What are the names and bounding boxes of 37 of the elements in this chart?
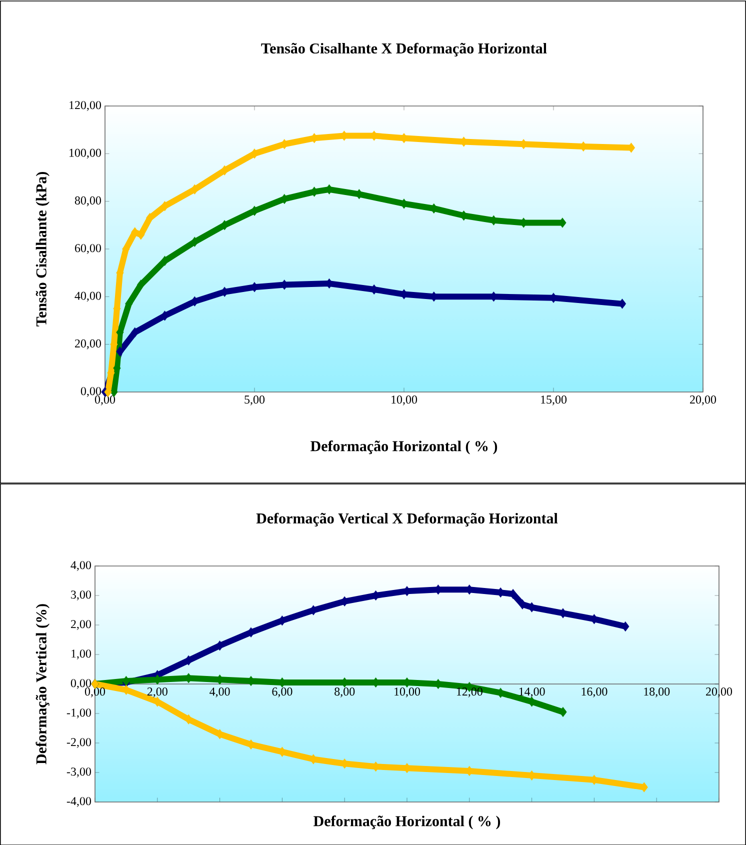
x-tick-label: 10,00 xyxy=(392,396,418,406)
y-tick-label: 2,00 xyxy=(71,620,91,630)
y-tick-label: -1,00 xyxy=(66,708,91,718)
y-tick-label: 120,00 xyxy=(70,101,101,111)
x-tick-label: 15,00 xyxy=(541,396,567,406)
x-tick-label: 0,00 xyxy=(94,396,116,406)
x-tick-label: 12,00 xyxy=(456,688,482,698)
y-tick-label: 40,00 xyxy=(74,292,101,302)
y-tick-label: 0,00 xyxy=(70,679,91,689)
x-tick-label: 5,00 xyxy=(244,396,265,406)
x-tick-label: 8,00 xyxy=(334,688,355,698)
x-tick-label: 20,00 xyxy=(706,688,732,698)
y-tick-label: -2,00 xyxy=(66,738,91,748)
y-tick-label: -3,00 xyxy=(66,768,91,778)
x-tick-label: 2,00 xyxy=(147,688,168,698)
y-tick-label: 4,00 xyxy=(70,561,91,571)
y-tick-label: 20,00 xyxy=(75,339,101,350)
y-tick-label: 0,00 xyxy=(80,387,101,397)
x-tick-label: 6,00 xyxy=(272,688,292,698)
x-tick-label: 4,00 xyxy=(210,688,230,698)
y-axis-title: Tensão Cisalhante (kPa) xyxy=(36,172,50,326)
y-tick-label: 1,00 xyxy=(72,650,91,660)
y-tick-label: 80,00 xyxy=(74,196,101,206)
y-tick-label: 60,00 xyxy=(74,244,101,254)
y-tick-label: -4,00 xyxy=(66,797,91,807)
x-tick-label: 16,00 xyxy=(582,688,608,698)
y-axis-title: Deformação Vertical (%) xyxy=(36,604,50,764)
y-tick-label: 100,00 xyxy=(70,148,101,159)
x-tick-label: 20,00 xyxy=(690,396,716,406)
x-tick-label: 10,00 xyxy=(394,688,420,698)
x-tick-label: 14,00 xyxy=(519,688,545,698)
chart-title: Deformação Vertical X Deformação Horizontal xyxy=(256,512,558,526)
chart-title: Tensão Cisalhante X Deformação Horizontal xyxy=(261,42,547,56)
x-tick-label: 18,00 xyxy=(644,688,670,698)
x-axis-title: Deformação Horizontal ( % ) xyxy=(314,816,500,830)
x-axis-title: Deformação Horizontal ( % ) xyxy=(310,440,498,454)
y-tick-label: 3,00 xyxy=(71,590,91,600)
